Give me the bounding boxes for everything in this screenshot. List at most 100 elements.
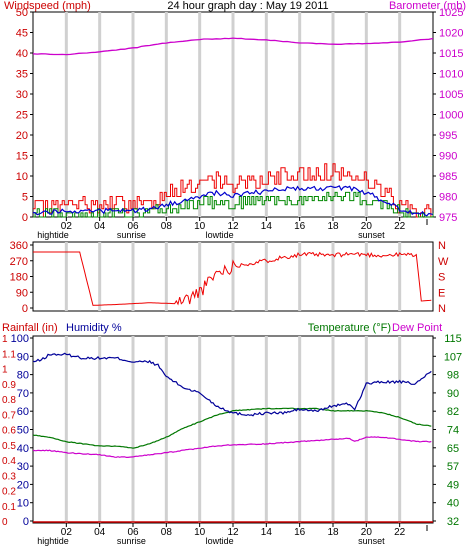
climate-panel-x-tick-label-04: 04 (94, 527, 106, 538)
direction-axis-label-360: 360 (10, 240, 28, 252)
wind-panel-x-tick-label-04: 04 (94, 221, 106, 232)
rain-axis-label-12: 0 (2, 517, 8, 528)
temperature-axis-label-115: 115 (444, 333, 462, 345)
baro-axis-label-1005: 1005 (439, 89, 463, 101)
humidity-axis-label-10: 10 (17, 498, 29, 510)
humidity-axis-label-80: 80 (17, 370, 29, 382)
climate-panel-x-tick-label-18: 18 (327, 527, 339, 538)
rain-axis-label-10: 0.2 (2, 487, 16, 498)
baro-axis-label-1000: 1000 (439, 110, 463, 122)
wind-panel-sub-label-sunrise: sunrise (117, 230, 146, 240)
wind-speed-line (33, 191, 434, 218)
wind-gust-line (33, 163, 433, 218)
left-axis-label-windspeed: Windspeed (mph) (4, 0, 91, 12)
rain-axis-label-8: 0.4 (2, 456, 16, 467)
wind-axis-label-50: 50 (16, 7, 28, 19)
direction-axis-label-270: 270 (10, 256, 28, 268)
rain-axis-label-9: 0.3 (2, 471, 16, 482)
humidity-axis-label-90: 90 (17, 351, 29, 363)
rain-axis-label-7: 0.5 (2, 441, 16, 452)
wind-axis-label-20: 20 (16, 130, 28, 142)
climate-panel-sub-label-sunset: sunset (358, 536, 385, 546)
baro-axis-label-1010: 1010 (439, 69, 463, 81)
humidity-axis-label-40: 40 (17, 443, 29, 455)
wind-panel-x-tick-label-20: 20 (361, 221, 373, 232)
climate-panel-x-tick-label-20: 20 (361, 527, 373, 538)
wind-axis-label-5: 5 (22, 192, 28, 204)
wind-axis-label-30: 30 (16, 89, 28, 101)
wind-average-line (32, 185, 434, 217)
temperature-axis-label-49: 49 (447, 479, 459, 491)
climate-panel-x-tick-label-06: 06 (127, 527, 139, 538)
baro-axis-label-985: 985 (439, 171, 457, 183)
direction-axis-label-0: 0 (22, 303, 28, 315)
baro-axis-label-1020: 1020 (439, 28, 463, 40)
dewpoint-line (32, 436, 432, 458)
wind-panel-sub-label-hightide: hightide (37, 230, 69, 240)
humidity-axis-label-50: 50 (17, 425, 29, 437)
wind-panel-x-tick-label-02: 02 (61, 221, 73, 232)
wind-panel-x-tick-label-08: 08 (161, 221, 173, 232)
climate-panel-sub-label-lowtide: lowtide (206, 536, 234, 546)
temperature-axis-label-65: 65 (447, 443, 459, 455)
wind-panel-x-tick-label-16: 16 (294, 221, 306, 232)
temperature-axis-label-90: 90 (447, 388, 459, 400)
wind-axis-label-15: 15 (16, 151, 28, 163)
rain-axis-label-2: 1 (2, 365, 8, 376)
direction-axis-label-90: 90 (16, 287, 28, 299)
wind-axis-label-25: 25 (16, 110, 28, 122)
rain-axis-label-0: 1 (2, 334, 8, 345)
climate-panel-x-tick-label-10: 10 (194, 527, 206, 538)
compass-label-1-W: W (438, 256, 449, 268)
humidity-axis-label-60: 60 (17, 406, 29, 418)
compass-label-2-S: S (438, 272, 445, 284)
rain-axis-label-6: 0.6 (2, 426, 16, 437)
wind-panel-sub-label-lowtide: lowtide (206, 230, 234, 240)
climate-panel-x-tick-label-12: 12 (227, 527, 239, 538)
climate-panel-sub-label-hightide: hightide (37, 536, 69, 546)
climate-panel-x-tick-label-22: 22 (394, 527, 406, 538)
temperature-axis-label-74: 74 (447, 425, 459, 437)
rain-axis-label-5: 0.7 (2, 410, 16, 421)
wind-panel-x-tick-label-22: 22 (394, 221, 406, 232)
climate-panel-x-tick-label-02: 02 (61, 527, 73, 538)
baro-axis-label-990: 990 (439, 151, 457, 163)
dewpoint-axis-label: Dew Point (392, 322, 442, 334)
temperature-axis-label-82: 82 (447, 406, 459, 418)
direction-axis-label-180: 180 (10, 272, 28, 284)
wind-direction-line (33, 251, 432, 306)
humidity-axis-label-20: 20 (17, 479, 29, 491)
wind-panel-x-tick-label-18: 18 (327, 221, 339, 232)
temperature-axis-label: Temperature (°F) (308, 322, 391, 334)
rain-axis-label-4: 0.8 (2, 395, 16, 406)
humidity-line (32, 352, 432, 417)
temperature-axis-label-32: 32 (447, 516, 459, 528)
compass-label-4-N: N (438, 303, 446, 315)
wind-axis-label-35: 35 (16, 69, 28, 81)
humidity-axis-label-30: 30 (17, 461, 29, 473)
climate-panel-x-tick-label-16: 16 (294, 527, 306, 538)
rain-axis-label-1: 1.1 (2, 349, 16, 360)
baro-axis-label-975: 975 (439, 212, 457, 224)
wind-axis-label-45: 45 (16, 28, 28, 40)
humidity-axis-label-100: 100 (11, 333, 29, 345)
right-axis-label-barometer: Barometer (mb) (389, 0, 466, 12)
wind-panel-x-tick-label-06: 06 (127, 221, 139, 232)
temperature-axis-label-57: 57 (447, 461, 459, 473)
temperature-axis-label-40: 40 (447, 498, 459, 510)
wind-panel-x-tick-label-10: 10 (194, 221, 206, 232)
baro-axis-label-995: 995 (439, 130, 457, 142)
baro-axis-label-1025: 1025 (439, 7, 463, 19)
climate-panel-x-tick-label-08: 08 (161, 527, 173, 538)
humidity-axis-label-0: 0 (23, 516, 29, 528)
chart-title: 24 hour graph day : May 19 2011 (167, 0, 328, 12)
humidity-axis-label-70: 70 (17, 388, 29, 400)
wind-axis-label-10: 10 (16, 171, 28, 183)
compass-label-3-E: E (438, 287, 445, 299)
rainfall-axis-label: Rainfall (in) (2, 322, 58, 334)
compass-label-0-N: N (438, 240, 446, 252)
temperature-axis-label-98: 98 (447, 370, 459, 382)
wind-panel-x-tick-label-12: 12 (227, 221, 239, 232)
temperature-line (32, 407, 432, 449)
